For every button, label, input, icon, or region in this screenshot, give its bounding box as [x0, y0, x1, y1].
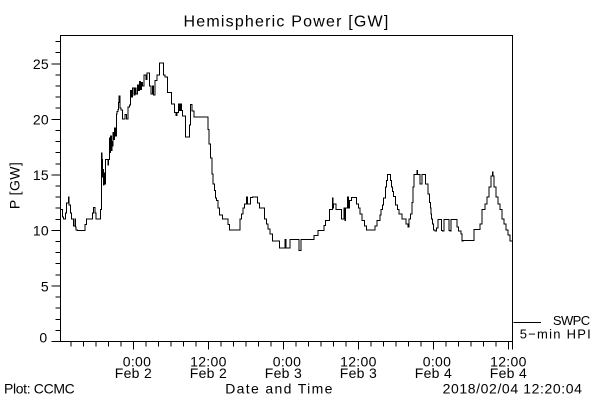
svg-text:Feb 4: Feb 4: [490, 365, 527, 381]
svg-text:0: 0: [39, 329, 47, 345]
svg-text:5−min HPI: 5−min HPI: [520, 327, 592, 342]
svg-text:12:00: 12:00: [190, 354, 227, 370]
svg-text:25: 25: [33, 56, 49, 72]
svg-text:12:00: 12:00: [490, 354, 527, 370]
svg-text:0:00: 0:00: [273, 354, 301, 370]
svg-text:Feb 2: Feb 2: [115, 365, 152, 381]
svg-text:SWPC: SWPC: [553, 313, 590, 328]
svg-text:15: 15: [33, 167, 49, 183]
svg-text:Plot: CCMC: Plot: CCMC: [4, 381, 75, 397]
svg-text:Hemispheric Power [GW]: Hemispheric Power [GW]: [184, 14, 390, 31]
svg-text:P [GW]: P [GW]: [7, 162, 23, 209]
svg-text:Feb 3: Feb 3: [340, 365, 377, 381]
svg-text:Date and Time: Date and Time: [225, 381, 334, 397]
svg-text:10: 10: [33, 222, 49, 238]
svg-text:2018/02/04 12:20:04: 2018/02/04 12:20:04: [443, 381, 583, 397]
svg-text:Feb 2: Feb 2: [190, 365, 227, 381]
svg-text:Feb 4: Feb 4: [415, 365, 452, 381]
svg-text:5: 5: [41, 278, 49, 294]
svg-text:Feb 3: Feb 3: [265, 365, 302, 381]
svg-text:0:00: 0:00: [423, 354, 451, 370]
svg-text:12:00: 12:00: [340, 354, 377, 370]
svg-text:0:00: 0:00: [123, 354, 151, 370]
svg-text:20: 20: [33, 111, 49, 127]
